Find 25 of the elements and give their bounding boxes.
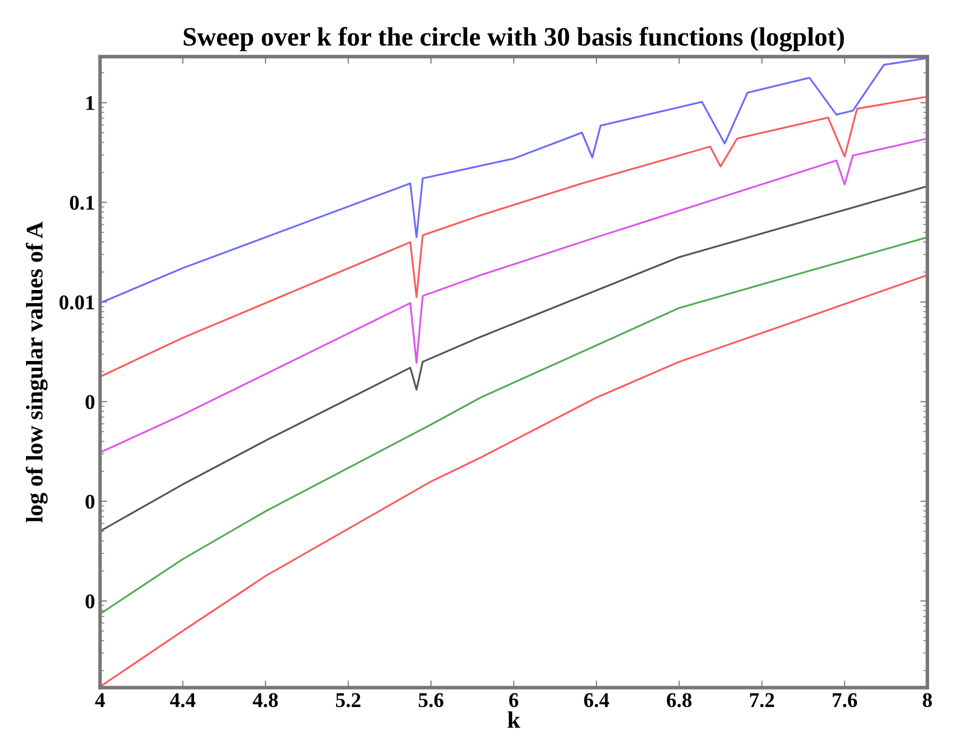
y-tick-label: 1	[86, 96, 94, 110]
y-tick-label: 0	[86, 494, 94, 509]
y-tick-label: 0	[86, 594, 94, 608]
x-tick-label: 5.6	[418, 693, 444, 708]
x-tick-label: 7.2	[750, 693, 774, 708]
x-tick-label: 4	[95, 693, 105, 707]
y-tick-label: 0	[86, 395, 94, 410]
x-tick-label: 5.2	[336, 693, 360, 708]
x-tick-label: 8	[922, 693, 932, 708]
x-tick-label: 6.4	[584, 693, 610, 708]
x-tick-label: 4.8	[252, 693, 278, 708]
y-tick-label: 0.01	[60, 295, 94, 310]
chart-title: Sweep over k for the circle with 30 basis functions (logplot)	[184, 26, 844, 52]
line-series	[100, 96, 928, 378]
x-tick-label: 7.6	[832, 693, 858, 708]
x-tick-label: 4.4	[170, 693, 196, 708]
line-series	[100, 138, 928, 454]
y-axis-title: log of low singular values of A	[26, 222, 48, 522]
x-tick-label: 6.8	[666, 693, 692, 708]
y-tick-label: 0.1	[70, 196, 94, 210]
x-tick-label: 6	[509, 693, 518, 708]
line-series	[100, 236, 928, 615]
x-axis-title: k	[508, 711, 520, 728]
line-series	[100, 185, 928, 532]
line-series	[100, 57, 928, 304]
